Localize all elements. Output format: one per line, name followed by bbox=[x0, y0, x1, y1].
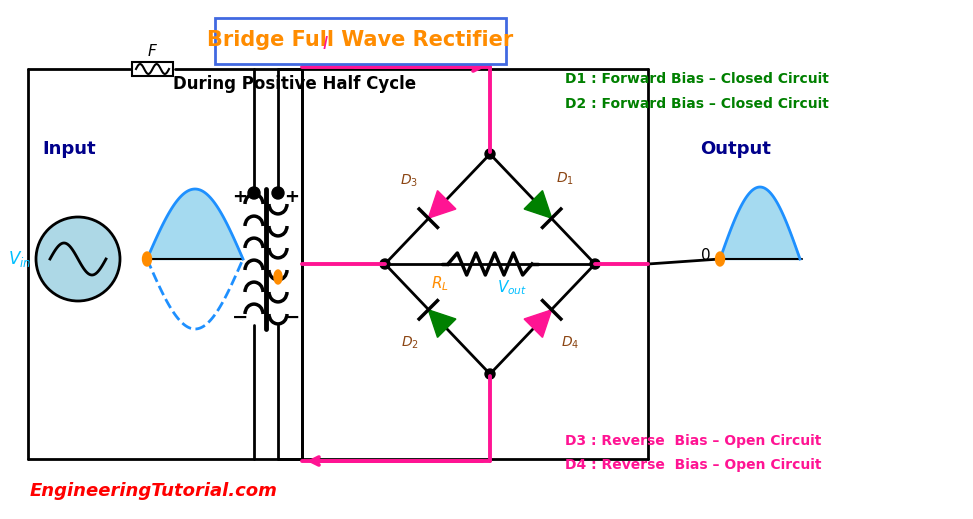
Text: +: + bbox=[284, 188, 300, 206]
Text: D4 : Reverse  Bias – Open Circuit: D4 : Reverse Bias – Open Circuit bbox=[565, 458, 821, 472]
Circle shape bbox=[485, 369, 495, 379]
Text: D1 : Forward Bias – Closed Circuit: D1 : Forward Bias – Closed Circuit bbox=[565, 72, 829, 86]
Text: $D_2$: $D_2$ bbox=[401, 335, 418, 351]
Polygon shape bbox=[428, 190, 456, 218]
Text: +: + bbox=[233, 188, 247, 206]
Circle shape bbox=[380, 259, 390, 269]
Text: $F$: $F$ bbox=[147, 43, 158, 59]
Polygon shape bbox=[524, 190, 552, 218]
Bar bbox=[132, 62, 173, 76]
Text: D2 : Forward Bias – Closed Circuit: D2 : Forward Bias – Closed Circuit bbox=[565, 97, 829, 111]
Text: Output: Output bbox=[700, 140, 771, 158]
Text: Input: Input bbox=[42, 140, 95, 158]
Text: $I$: $I$ bbox=[322, 35, 329, 53]
FancyBboxPatch shape bbox=[215, 18, 506, 64]
Text: $V_{in}$: $V_{in}$ bbox=[8, 249, 31, 269]
Text: $D_1$: $D_1$ bbox=[556, 171, 573, 187]
Circle shape bbox=[485, 149, 495, 159]
Text: Bridge Full Wave Rectifier: Bridge Full Wave Rectifier bbox=[207, 30, 513, 50]
Text: −: − bbox=[284, 307, 301, 326]
Text: $R_L$: $R_L$ bbox=[431, 275, 449, 293]
Text: $V_{out}$: $V_{out}$ bbox=[497, 279, 527, 297]
Text: EngineeringTutorial.com: EngineeringTutorial.com bbox=[30, 482, 278, 500]
Circle shape bbox=[590, 259, 600, 269]
Ellipse shape bbox=[715, 252, 725, 266]
Text: 0: 0 bbox=[702, 248, 711, 263]
Circle shape bbox=[272, 187, 284, 199]
Circle shape bbox=[248, 187, 260, 199]
Ellipse shape bbox=[274, 270, 282, 284]
Text: $D_3$: $D_3$ bbox=[401, 173, 418, 189]
Polygon shape bbox=[428, 310, 456, 337]
Text: $D_4$: $D_4$ bbox=[561, 335, 580, 351]
Ellipse shape bbox=[142, 252, 152, 266]
Text: During Positive Half Cycle: During Positive Half Cycle bbox=[173, 75, 416, 93]
Polygon shape bbox=[524, 310, 552, 337]
Circle shape bbox=[36, 217, 120, 301]
Text: D3 : Reverse  Bias – Open Circuit: D3 : Reverse Bias – Open Circuit bbox=[565, 434, 821, 448]
Text: −: − bbox=[232, 307, 248, 326]
